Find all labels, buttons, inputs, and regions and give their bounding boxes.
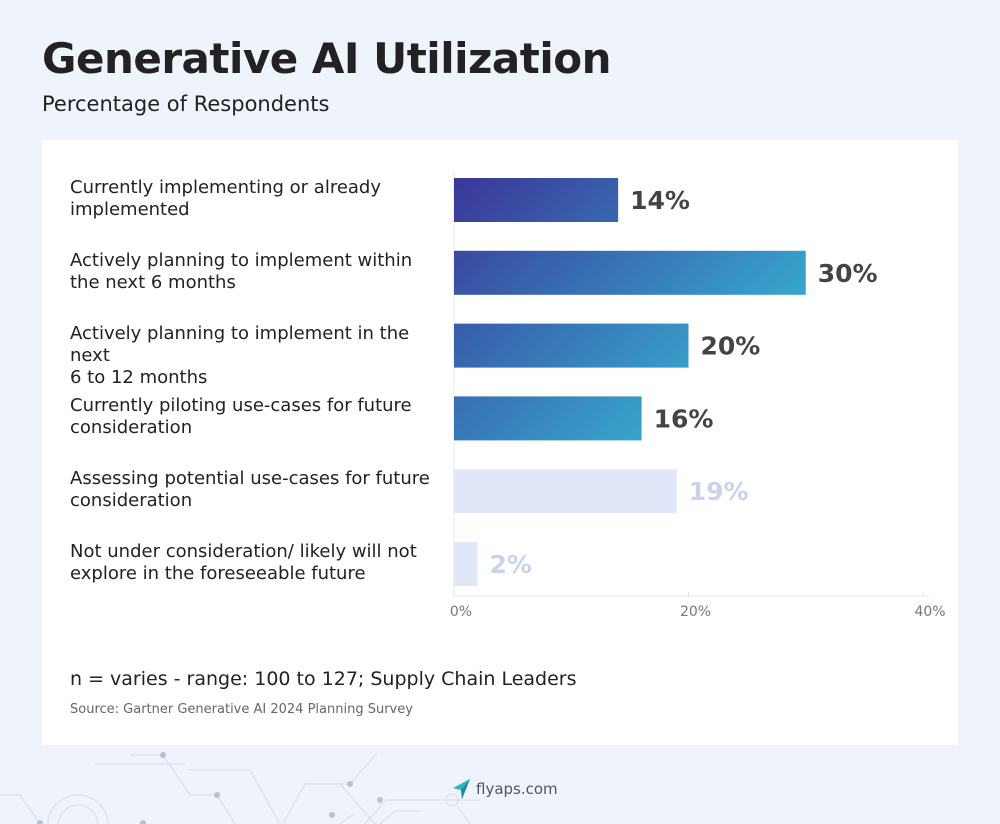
source-note: Source: Gartner Generative AI 2024 Plann… xyxy=(70,702,413,717)
category-label-line: implemented xyxy=(70,199,190,220)
category-label-line: consideration xyxy=(70,490,193,512)
category-label-line: Not under consideration/ likely will not xyxy=(70,541,417,562)
chart-card: Currently implementing or already impleme… xyxy=(42,140,958,745)
bar-3 xyxy=(454,323,689,368)
x-tick-label: 20% xyxy=(680,604,711,620)
category-label-line: Currently piloting use-cases for future xyxy=(70,395,412,417)
data-label-5: 19% xyxy=(689,477,749,506)
category-label-line: Actively planning to implement within xyxy=(70,249,413,271)
bar-6 xyxy=(454,542,478,586)
category-label: Not under consideration/ likely will not… xyxy=(70,541,450,585)
bar-1 xyxy=(454,178,619,222)
category-label: Currently implementing or already impleme… xyxy=(70,177,450,221)
data-label-6: 2% xyxy=(489,550,531,579)
category-label: Assessing potential use-cases for future… xyxy=(70,468,450,512)
category-label: Actively planning to implement within the… xyxy=(70,250,450,294)
category-label-line: Assessing potential use-cases for future xyxy=(70,468,430,490)
bar-2 xyxy=(454,250,806,295)
bar-4 xyxy=(454,396,642,441)
flyaps-logo: flyaps.com xyxy=(452,778,558,800)
category-label-line: consideration xyxy=(70,417,193,439)
category-label: Actively planning to implement in the ne… xyxy=(70,323,450,389)
chart-subtitle: Percentage of Respondents xyxy=(42,92,330,116)
category-label-line: 6 to 12 months xyxy=(70,366,208,388)
paper-plane-icon xyxy=(453,779,470,799)
data-label-1: 14% xyxy=(630,186,690,215)
x-tick-label: 40% xyxy=(914,604,945,620)
logo-text: flyaps.com xyxy=(476,780,558,798)
bar-chart: 0% 20% 40% 14% 30% 20% 16% 19% 2% xyxy=(450,170,946,620)
data-label-3: 20% xyxy=(701,332,761,361)
data-label-2: 30% xyxy=(818,259,878,288)
bar-5 xyxy=(454,469,677,514)
sample-note: n = varies - range: 100 to 127; Supply C… xyxy=(70,668,577,690)
chart-title: Generative AI Utilization xyxy=(42,34,612,83)
category-label-line: the next 6 months xyxy=(70,271,236,293)
circuit-decoration xyxy=(0,752,480,824)
data-label-4: 16% xyxy=(654,404,714,433)
category-label-line: Currently implementing or already xyxy=(70,177,382,198)
x-tick-label: 0% xyxy=(450,604,472,620)
category-label-line: Actively planning to implement in the ne… xyxy=(70,322,410,366)
category-label: Currently piloting use-cases for future c… xyxy=(70,395,450,439)
category-label-line: explore in the foreseeable future xyxy=(70,563,366,584)
